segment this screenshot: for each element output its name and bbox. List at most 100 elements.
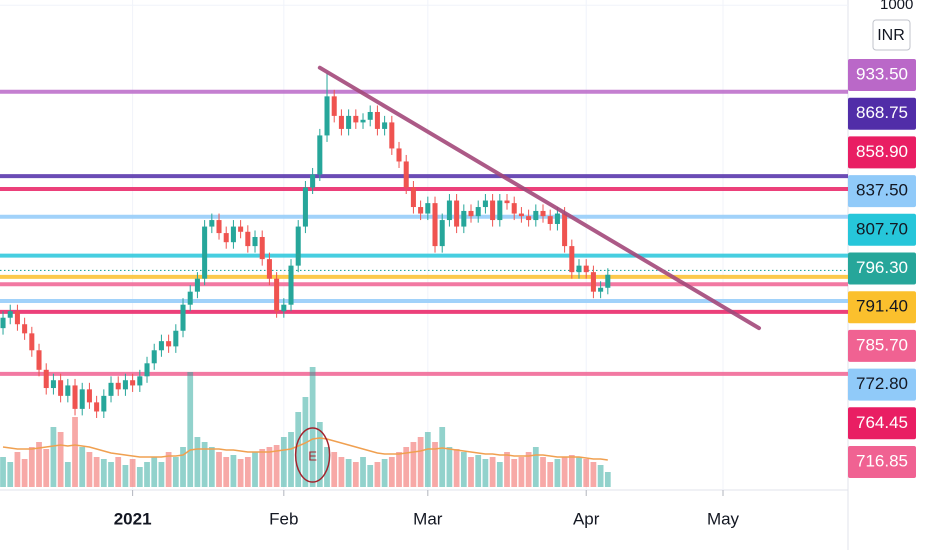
volume-bar (468, 457, 474, 487)
price-label: 837.50 (856, 181, 908, 200)
volume-bar (208, 447, 215, 487)
volume-bar (144, 462, 150, 487)
price-label-box (848, 329, 916, 362)
candle-body (194, 278, 200, 292)
volume-bar (338, 457, 345, 487)
candle-body (367, 111, 373, 120)
candle-body (353, 115, 359, 123)
price-label: 807.70 (856, 219, 908, 238)
candle-body (108, 382, 114, 396)
candle-body (396, 148, 402, 162)
candle-body (281, 304, 287, 312)
volume-bar (273, 445, 280, 487)
volume-bar (482, 459, 489, 487)
candle-body (554, 213, 560, 224)
candle-body (410, 187, 416, 208)
volume-bar (180, 447, 186, 487)
volume-bar (136, 467, 143, 487)
volume-ma-line (2, 437, 608, 461)
candle-body (482, 200, 488, 208)
candle-body (29, 333, 35, 351)
volume-bar (388, 457, 395, 487)
candle-body (518, 213, 524, 217)
x-tick-label: Apr (573, 509, 600, 528)
price-label: 772.80 (856, 374, 908, 393)
volume-bar (237, 459, 244, 487)
volume-bar (252, 452, 258, 487)
candle-body (72, 385, 78, 409)
price-label-box (848, 136, 916, 169)
x-tick-label: Feb (269, 509, 298, 528)
volume-bar (475, 455, 482, 487)
volume-bar (439, 427, 446, 487)
candle-body (202, 226, 208, 279)
volume-bar (561, 457, 568, 487)
volume-bar (36, 442, 42, 487)
candle-body (22, 324, 28, 334)
candle-body (94, 402, 100, 412)
price-label: 796.30 (856, 258, 908, 277)
price-label-box (848, 446, 916, 478)
candle-body (36, 350, 42, 370)
candle-body (252, 236, 258, 247)
candle-body (338, 115, 344, 129)
candle-body (158, 341, 164, 351)
volume-bar (381, 459, 388, 487)
candle-body (382, 122, 388, 129)
price-label: 764.45 (856, 413, 908, 432)
candle-body (605, 274, 611, 288)
volume-bar (352, 462, 359, 487)
volume-bar (216, 452, 222, 487)
candle-body (288, 265, 294, 305)
volume-bar (309, 367, 316, 487)
volume-bar (511, 459, 518, 487)
currency-box[interactable] (872, 19, 911, 51)
x-tick-label: 2021 (114, 509, 152, 528)
candle-body (151, 350, 157, 364)
candle-body (475, 207, 481, 217)
volume-bar (57, 432, 64, 487)
price-label-box (848, 252, 916, 285)
volume-bar (259, 449, 266, 487)
volume-bar (496, 462, 503, 487)
volume-bar (540, 457, 546, 487)
event-label: E (308, 448, 317, 463)
volume-bar (115, 457, 122, 487)
candle-body (180, 304, 186, 331)
candle-body (446, 200, 452, 221)
price-label: 868.75 (856, 103, 908, 122)
candle-body (115, 382, 121, 390)
volume-bar (122, 465, 129, 487)
volume-bar (489, 457, 496, 487)
candle-body (14, 311, 20, 325)
volume-bar (367, 465, 374, 487)
candle-body (216, 220, 222, 234)
volume-bar (7, 462, 14, 487)
volume-bar (295, 412, 302, 487)
candle-body (137, 376, 143, 386)
candle-body (0, 317, 6, 329)
volume-bar (21, 459, 28, 487)
event-marker (294, 427, 331, 483)
candle-body (79, 389, 85, 409)
candle-body (144, 363, 150, 377)
candle-body (238, 226, 244, 232)
candle-body (65, 385, 71, 396)
price-label-box (848, 368, 916, 401)
price-label: 785.70 (856, 335, 908, 354)
volume-bar (324, 447, 330, 487)
candle-body (374, 111, 380, 129)
candle-body (223, 233, 229, 243)
candle-body (504, 200, 510, 204)
volume-bar (79, 447, 86, 487)
candle-body (598, 287, 604, 292)
volume-bar (424, 432, 431, 487)
price-label-box (848, 407, 916, 440)
volume-bar (223, 457, 230, 487)
candle-body (230, 226, 236, 243)
candle-body (266, 259, 272, 279)
volume-bar (453, 449, 460, 487)
volume-bar (86, 452, 93, 487)
volume-bar (532, 447, 539, 487)
